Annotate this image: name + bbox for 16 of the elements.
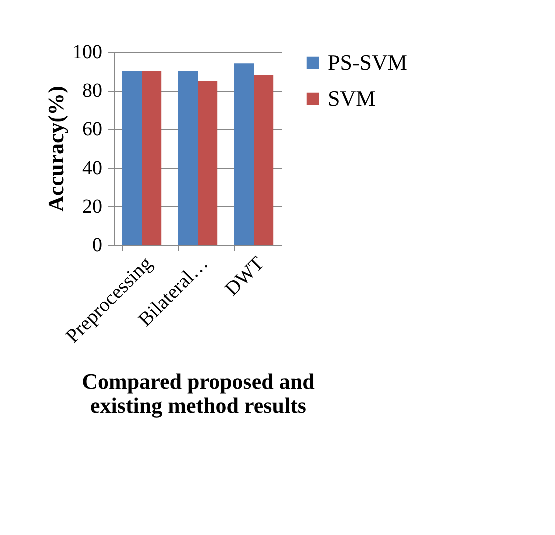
y-axis-title: Accuracy(%): [44, 86, 68, 212]
legend-label: PS-SVM: [328, 50, 408, 75]
y-tick-label: 80: [82, 80, 102, 102]
y-tick-label: 40: [82, 157, 102, 180]
bar: [122, 71, 142, 245]
x-axis-title: Compared proposed and existing method results: [82, 368, 315, 418]
bar: [178, 71, 198, 245]
bar: [198, 80, 218, 245]
bar: [142, 71, 162, 245]
legend-label: SVM: [328, 86, 376, 111]
y-tick-label: 100: [72, 42, 102, 64]
y-tick-label: 60: [82, 118, 102, 141]
bar: [254, 75, 274, 245]
y-tick-label: 20: [82, 196, 102, 218]
y-tick-label: 0: [92, 234, 102, 256]
bar: [234, 64, 254, 245]
